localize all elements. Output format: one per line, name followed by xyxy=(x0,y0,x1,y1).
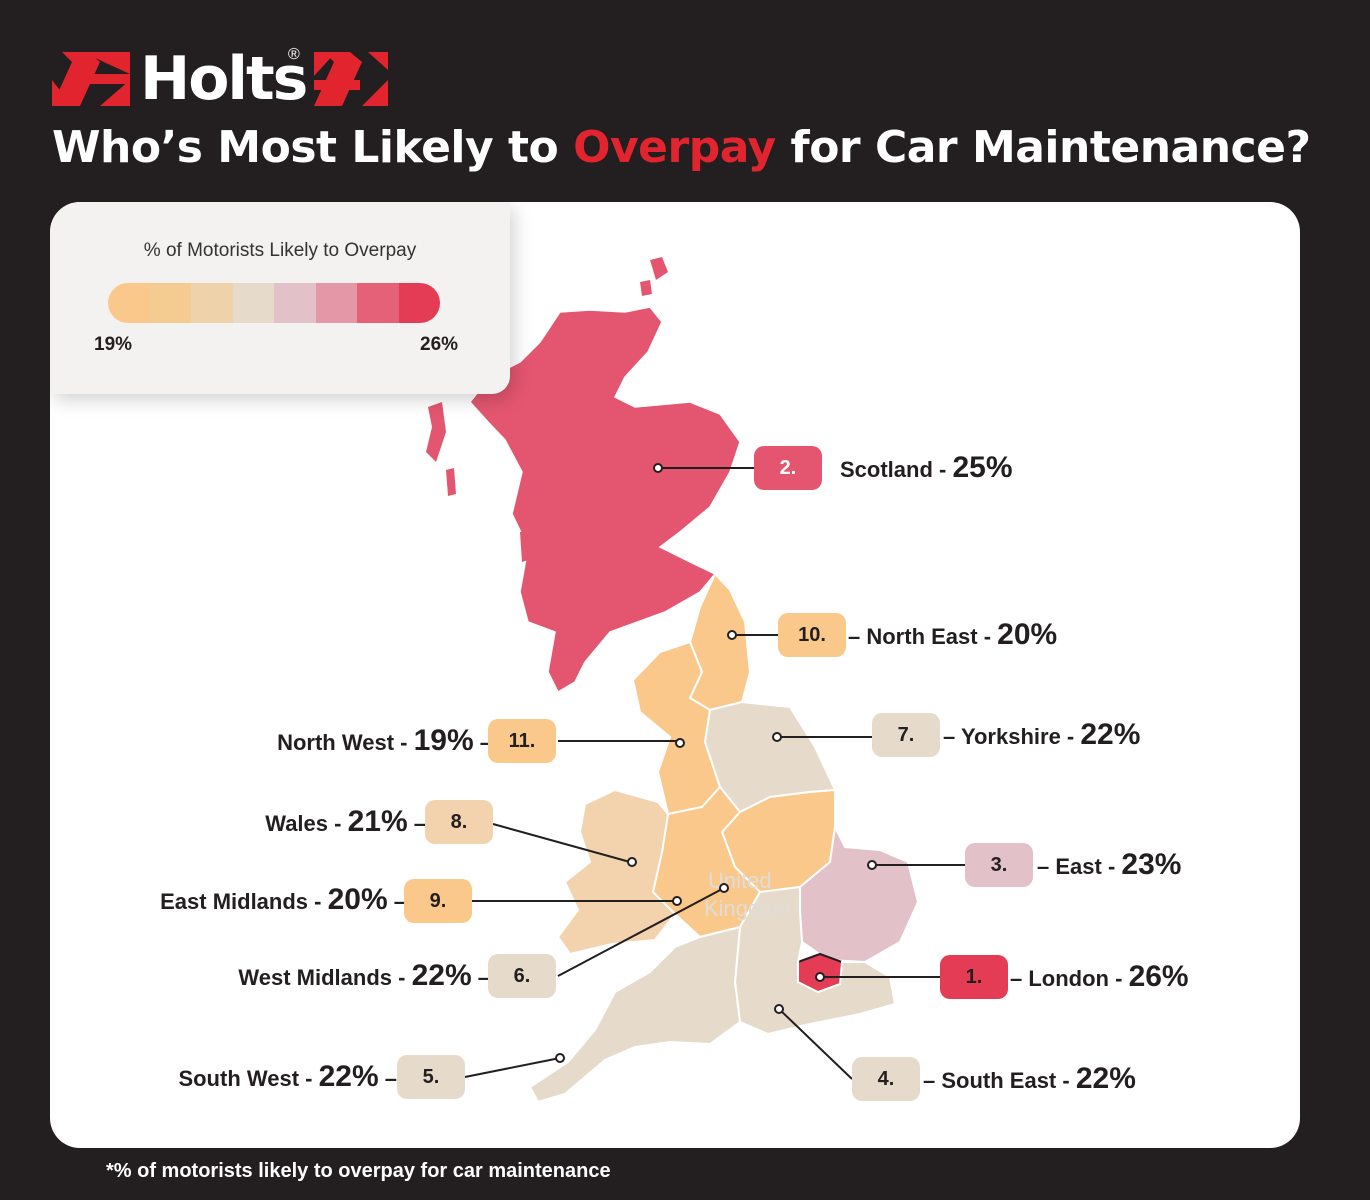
label-east-midlands: East Midlands - 20% – xyxy=(160,883,406,916)
region-name-north-west: North West xyxy=(277,730,395,755)
scale-step-6 xyxy=(315,283,357,323)
leader-south-east xyxy=(778,1008,853,1080)
scale-step-8 xyxy=(398,283,440,323)
region-value-south-east: 22% xyxy=(1075,1062,1136,1095)
region-name-south-west: South West xyxy=(178,1066,300,1091)
rank-badge-south-east: 4. xyxy=(852,1057,920,1101)
rank-badge-london: 1. xyxy=(940,955,1008,999)
dot-south-east xyxy=(774,1004,784,1014)
legend-max-label: 26% xyxy=(420,334,459,355)
region-south-east xyxy=(733,885,897,1036)
region-scotland-islands xyxy=(426,257,668,562)
watermark-line-2: Kingdom xyxy=(704,896,791,921)
dot-london xyxy=(815,972,825,982)
region-value-wales: 21% xyxy=(347,805,408,838)
region-name-scotland: Scotland xyxy=(840,457,933,482)
label-yorkshire: – Yorkshire - 22% xyxy=(943,718,1141,751)
label-east: – East - 23% xyxy=(1037,848,1182,881)
rank-badge-wales: 8. xyxy=(425,800,493,844)
rank-badge-east-midlands: 9. xyxy=(404,879,472,923)
dot-wales xyxy=(627,857,637,867)
label-scotland: Scotland - 25% xyxy=(840,451,1013,484)
region-name-east-midlands: East Midlands xyxy=(160,889,309,914)
scale-step-2 xyxy=(149,283,191,323)
region-name-yorkshire: Yorkshire xyxy=(960,724,1061,749)
region-name-west-midlands: West Midlands xyxy=(238,965,393,990)
rank-badge-south-west: 5. xyxy=(397,1055,465,1099)
scale-step-7 xyxy=(357,283,399,323)
label-south-west: South West - 22% – xyxy=(178,1060,397,1093)
legend-panel: % of Motorists Likely to Overpay 19% 26% xyxy=(50,202,510,394)
region-value-west-midlands: 22% xyxy=(411,959,472,992)
dot-scotland xyxy=(653,463,663,473)
rank-badge-north-west: 11. xyxy=(488,719,556,763)
leader-lines xyxy=(464,467,965,1080)
leader-west-midlands xyxy=(557,887,725,977)
dot-west-midlands xyxy=(719,883,729,893)
region-scotland xyxy=(469,306,741,694)
title-highlight: Overpay xyxy=(573,122,776,173)
region-value-london: 26% xyxy=(1128,960,1189,993)
scale-step-3 xyxy=(191,283,233,323)
legend-min-label: 19% xyxy=(94,334,133,355)
label-wales: Wales - 21% – xyxy=(265,805,426,838)
registered-mark: ® xyxy=(288,46,300,63)
holts-logo: Holts ® xyxy=(52,44,388,114)
dot-south-west xyxy=(555,1053,565,1063)
leader-wales xyxy=(492,823,631,863)
region-name-wales: Wales xyxy=(265,811,329,836)
region-value-yorkshire: 22% xyxy=(1080,718,1141,751)
region-name-south-east: South East xyxy=(941,1068,1057,1093)
region-value-east-midlands: 20% xyxy=(327,883,388,916)
dot-yorkshire xyxy=(772,732,782,742)
footnote: *% of motorists likely to overpay for ca… xyxy=(106,1160,611,1182)
watermark-line-1: United xyxy=(708,868,772,893)
rank-badge-east: 3. xyxy=(965,843,1033,887)
rank-badge-west-midlands: 6. xyxy=(488,954,556,998)
region-value-scotland: 25% xyxy=(952,451,1013,484)
dot-east xyxy=(867,860,877,870)
region-wales xyxy=(556,788,677,956)
label-north-east: – North East - 20% xyxy=(848,618,1058,651)
region-value-south-west: 22% xyxy=(318,1060,379,1093)
label-south-east: – South East - 22% xyxy=(923,1062,1136,1095)
region-north-east xyxy=(688,572,752,712)
map-card: United Kingdom xyxy=(50,202,1300,1148)
page-title: Who’s Most Likely to Overpay for Car Mai… xyxy=(52,122,1311,173)
title-part-1: Who’s Most Likely to xyxy=(52,122,574,173)
rank-badge-north-east: 10. xyxy=(778,613,846,657)
dot-north-east xyxy=(727,630,737,640)
rank-badge-yorkshire: 7. xyxy=(872,713,940,757)
region-name-london: London xyxy=(1028,966,1109,991)
scale-step-5 xyxy=(274,283,316,323)
label-north-west: North West - 19% – xyxy=(277,724,492,757)
union-flag-stripes-icon xyxy=(52,52,388,106)
region-value-north-east: 20% xyxy=(997,618,1058,651)
region-name-north-east: North East xyxy=(866,624,978,649)
scale-step-4 xyxy=(232,283,274,323)
dot-north-west xyxy=(675,738,685,748)
region-name-east: East xyxy=(1055,854,1102,879)
logo-wordmark: Holts xyxy=(140,44,308,114)
dot-east-midlands xyxy=(672,896,682,906)
uk-region-map: United Kingdom xyxy=(426,257,965,1104)
rank-badge-scotland: 2. xyxy=(754,446,822,490)
title-part-2: for Car Maintenance? xyxy=(775,122,1311,173)
leader-dots xyxy=(555,463,877,1063)
region-south-west xyxy=(528,925,742,1104)
label-london: – London - 26% xyxy=(1010,960,1189,993)
scale-step-1 xyxy=(108,283,150,323)
region-value-east: 23% xyxy=(1121,848,1182,881)
legend-title: % of Motorists Likely to Overpay xyxy=(143,240,417,261)
region-value-north-west: 19% xyxy=(413,724,474,757)
leader-south-west xyxy=(464,1057,561,1078)
legend-color-scale xyxy=(108,283,440,323)
label-west-midlands: West Midlands - 22% – xyxy=(238,959,490,992)
